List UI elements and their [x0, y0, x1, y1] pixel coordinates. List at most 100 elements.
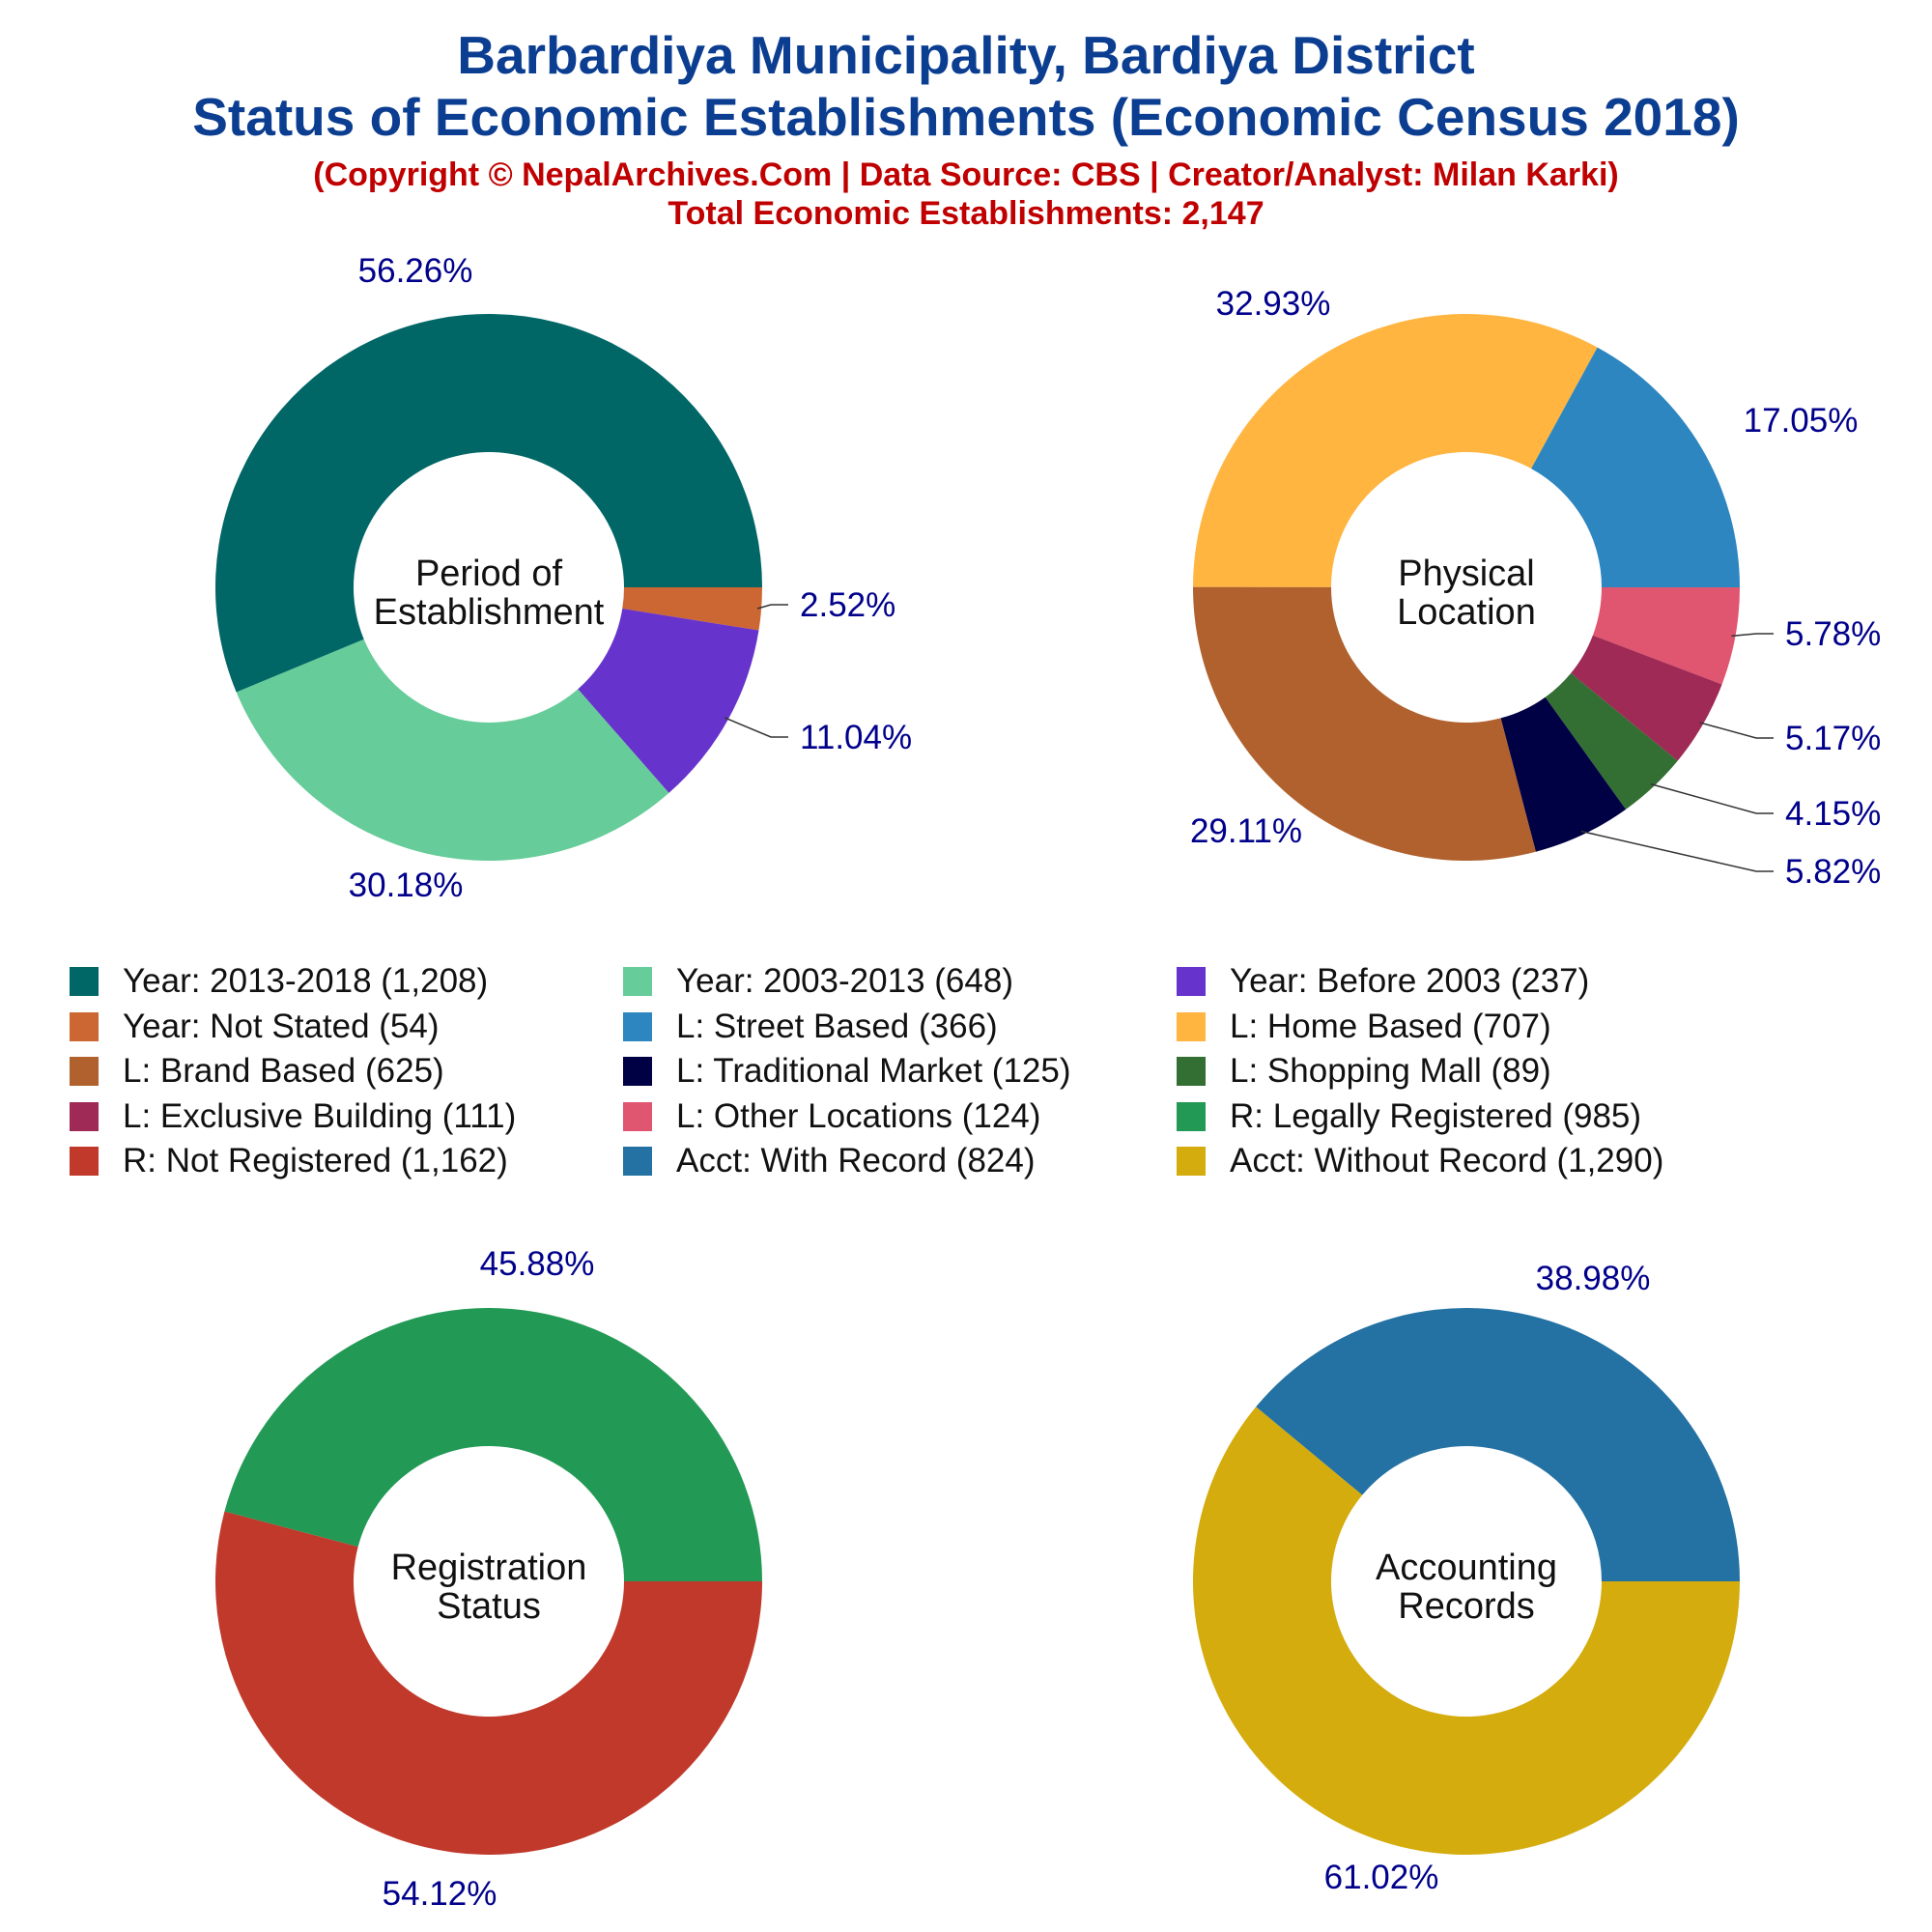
- leader-line: [724, 717, 788, 738]
- donut-slice: [1256, 1307, 1741, 1581]
- legend-row: Year: 2013-2018 (1,208) Year: 2003-2013 (…: [70, 959, 1905, 1005]
- donut-center-label: Accounting: [1376, 1548, 1557, 1588]
- donut-slice: [1571, 635, 1722, 761]
- legend-item: L: Street Based (366): [623, 1008, 1177, 1046]
- copyright-line: (Copyright © NepalArchives.Com | Data So…: [313, 156, 1619, 193]
- legend-label: L: Shopping Mall (89): [1230, 1052, 1551, 1091]
- legend-label: Year: Not Stated (54): [123, 1007, 440, 1045]
- legend-item: L: Shopping Mall (89): [1177, 1052, 1730, 1091]
- legend-label: L: Home Based (707): [1230, 1007, 1551, 1045]
- legend-row: L: Brand Based (625) L: Traditional Marke…: [70, 1049, 1905, 1094]
- legend-swatch: [623, 1101, 652, 1131]
- legend-label: Year: 2003-2013 (648): [676, 962, 1013, 1001]
- leader-line: [756, 604, 788, 610]
- leader-line: [1731, 633, 1774, 638]
- donut-slice: [224, 1308, 762, 1581]
- legend-item: Year: 2003-2013 (648): [623, 962, 1177, 1001]
- legend-row: R: Not Registered (1,162) Acct: With Reco…: [70, 1139, 1905, 1184]
- legend-swatch: [1177, 1101, 1206, 1131]
- slice-percent-label: 5.82%: [1785, 853, 1881, 891]
- donut-center-label: Records: [1398, 1586, 1535, 1627]
- legend-label: Year: 2013-2018 (1,208): [123, 962, 489, 1001]
- slice-percent-label: 56.26%: [358, 252, 473, 290]
- legend-label: R: Legally Registered (985): [1230, 1096, 1642, 1135]
- legend-label: Acct: With Record (824): [676, 1142, 1036, 1180]
- donut-slice: [236, 639, 669, 861]
- donut-center-label: Physical: [1398, 554, 1535, 594]
- leader-line: [1580, 830, 1774, 872]
- slice-percent-label: 32.93%: [1216, 285, 1331, 323]
- slice-percent-label: 54.12%: [383, 1875, 497, 1913]
- legend-swatch: [70, 1101, 99, 1131]
- total-establishments: Total Economic Establishments: 2,147: [668, 195, 1264, 232]
- slice-percent-label: 17.05%: [1744, 402, 1859, 440]
- legend-item: Year: Not Stated (54): [70, 1008, 623, 1046]
- slice-percent-label: 2.52%: [800, 586, 895, 624]
- legend-item: L: Brand Based (625): [70, 1052, 623, 1091]
- legend-label: L: Traditional Market (125): [676, 1052, 1071, 1091]
- leader-line: [1650, 782, 1774, 814]
- donut-slice: [1193, 586, 1536, 861]
- legend-swatch: [623, 1057, 652, 1087]
- legend-swatch: [70, 967, 99, 997]
- chart-title-line2: Status of Economic Establishments (Econo…: [192, 87, 1740, 147]
- legend-swatch: [1177, 967, 1206, 997]
- legend-label: Acct: Without Record (1,290): [1230, 1142, 1664, 1180]
- donut-slice: [214, 1511, 763, 1855]
- legend-item: Acct: Without Record (1,290): [1177, 1142, 1730, 1180]
- donut-slice: [1545, 672, 1678, 810]
- donut-slice: [214, 314, 762, 693]
- donut-slice: [1193, 313, 1598, 587]
- legend-label: Year: Before 2003 (237): [1230, 962, 1590, 1001]
- legend-label: R: Not Registered (1,162): [123, 1142, 508, 1180]
- donut-center-label: Establishment: [374, 592, 605, 633]
- legend-item: L: Traditional Market (125): [623, 1052, 1177, 1091]
- slice-percent-label: 5.78%: [1785, 615, 1881, 653]
- legend-label: L: Other Locations (124): [676, 1096, 1041, 1135]
- legend-item: Acct: With Record (824): [623, 1142, 1177, 1180]
- legend-label: L: Exclusive Building (111): [123, 1096, 517, 1135]
- legend-item: L: Exclusive Building (111): [70, 1097, 623, 1136]
- legend-swatch: [623, 1147, 652, 1177]
- legend-swatch: [1177, 1011, 1206, 1041]
- legend-label: L: Street Based (366): [676, 1007, 998, 1045]
- donut-center-label: Registration: [391, 1548, 587, 1588]
- legend-item: Year: 2013-2018 (1,208): [70, 962, 623, 1001]
- donut-chart-1: 2.52% 11.04% 30.18% 56.26% Period ofEstablis…: [214, 252, 912, 904]
- legend-swatch: [1177, 1147, 1206, 1177]
- legend: Year: 2013-2018 (1,208) Year: 2003-2013 (…: [70, 959, 1905, 1184]
- legend-swatch: [70, 1147, 99, 1177]
- donut-slice: [1193, 1406, 1740, 1855]
- slice-percent-label: 5.17%: [1785, 720, 1881, 757]
- donut-slice: [1592, 587, 1741, 685]
- donut-slice: [578, 609, 759, 793]
- slice-percent-label: 61.02%: [1324, 1859, 1439, 1896]
- legend-item: L: Home Based (707): [1177, 1008, 1730, 1046]
- legend-swatch: [623, 967, 652, 997]
- donut-chart-2: 5.78% 5.17% 4.15% 5.82% 29.11% 32.93% 17.05% Ph…: [1190, 285, 1881, 891]
- donut-slice: [1531, 347, 1740, 587]
- slice-percent-label: 11.04%: [800, 719, 912, 756]
- donut-center-label: Location: [1397, 592, 1536, 633]
- slice-percent-label: 29.11%: [1190, 812, 1302, 850]
- legend-row: Year: Not Stated (54) L: Street Based (36…: [70, 1005, 1905, 1050]
- donut-center-label: Status: [437, 1586, 541, 1627]
- leader-line: [1699, 722, 1774, 739]
- legend-item: Year: Before 2003 (237): [1177, 962, 1730, 1001]
- legend-item: L: Other Locations (124): [623, 1097, 1177, 1136]
- legend-item: R: Not Registered (1,162): [70, 1142, 623, 1180]
- donut-center-label: Period of: [415, 554, 563, 594]
- slice-percent-label: 4.15%: [1785, 795, 1881, 833]
- legend-swatch: [70, 1011, 99, 1041]
- donut-slice: [1500, 696, 1627, 852]
- slice-percent-label: 38.98%: [1536, 1260, 1651, 1297]
- slice-percent-label: 45.88%: [480, 1245, 595, 1283]
- legend-row: L: Exclusive Building (111) L: Other Loca…: [70, 1094, 1905, 1140]
- chart-title-line1: Barbardiya Municipality, Bardiya Distric…: [457, 25, 1475, 85]
- legend-label: L: Brand Based (625): [123, 1052, 444, 1091]
- legend-swatch: [1177, 1057, 1206, 1087]
- legend-swatch: [70, 1057, 99, 1087]
